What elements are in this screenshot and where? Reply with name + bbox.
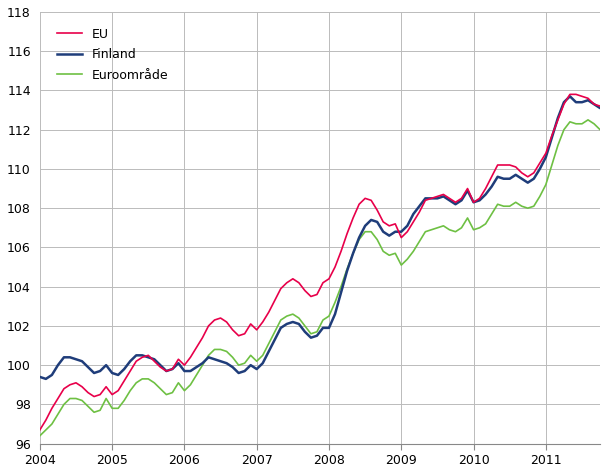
Finland <box>42 376 50 382</box>
Legend: EU, Finland, Euroområde: EU, Finland, Euroområde <box>52 22 174 87</box>
EU <box>175 356 182 362</box>
Line: Finland: Finland <box>40 67 607 379</box>
Euroområde <box>331 300 339 305</box>
Euroområde <box>193 372 200 378</box>
EU <box>350 215 357 221</box>
Euroområde <box>500 203 507 209</box>
Euroområde <box>175 380 182 386</box>
Finland <box>181 368 188 374</box>
EU <box>193 345 200 350</box>
EU <box>36 427 44 433</box>
Euroområde <box>36 433 44 438</box>
Finland <box>356 235 363 240</box>
EU <box>331 264 339 270</box>
Line: Euroområde: Euroområde <box>40 87 607 436</box>
Line: EU: EU <box>40 41 607 430</box>
Finland <box>337 290 345 295</box>
Euroområde <box>350 250 357 256</box>
Finland <box>36 374 44 380</box>
EU <box>500 162 507 168</box>
Euroområde <box>217 346 224 352</box>
Finland <box>506 176 514 182</box>
Finland <box>199 360 206 366</box>
EU <box>217 315 224 321</box>
Finland <box>223 360 230 366</box>
